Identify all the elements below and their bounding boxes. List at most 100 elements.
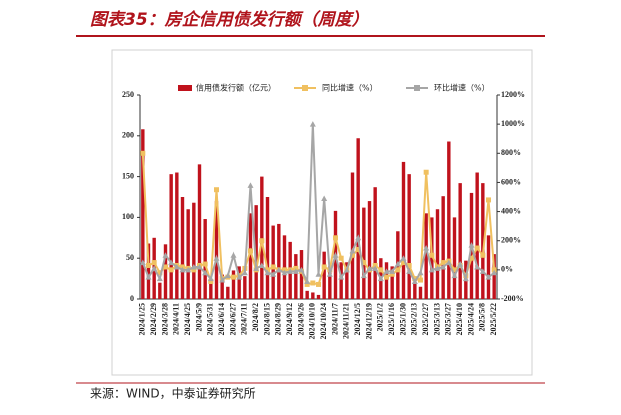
marker [377, 275, 384, 282]
marker [468, 242, 475, 248]
bar [209, 282, 213, 299]
marker [423, 245, 430, 251]
x-tick-label: 2025/3/13 [432, 303, 441, 335]
marker [361, 260, 367, 266]
x-tick-label: 2024/3/28 [160, 303, 169, 335]
marker [253, 265, 260, 271]
marker [378, 267, 384, 273]
marker [287, 268, 294, 274]
x-tick-label: 2024/11/21 [342, 303, 351, 339]
y2-tick-label: 800% [501, 148, 521, 157]
marker [196, 263, 203, 270]
bar [373, 187, 377, 299]
bar [299, 250, 304, 299]
bar [231, 270, 236, 299]
bar [328, 266, 332, 299]
marker [214, 187, 219, 193]
marker [258, 262, 265, 268]
marker [163, 264, 168, 270]
x-tick-label: 2024/12/5 [353, 303, 362, 335]
marker [350, 252, 355, 258]
marker [355, 246, 361, 252]
marker [485, 274, 492, 280]
bar [237, 266, 241, 299]
marker [202, 269, 209, 276]
legend-swatch [178, 85, 192, 91]
x-tick-label: 2024/4/25 [183, 303, 192, 335]
y-tick-label: 0 [130, 294, 134, 303]
bar [158, 282, 162, 299]
x-tick-label: 2025/2/13 [410, 303, 419, 335]
bar [180, 197, 185, 299]
marker [338, 274, 345, 280]
x-tick-label: 2025/1/16 [387, 303, 396, 335]
marker [207, 275, 214, 282]
marker [440, 260, 446, 266]
marker [191, 267, 197, 273]
bar [401, 161, 406, 299]
x-tick-label: 2025/1/30 [398, 303, 407, 335]
bar [226, 286, 230, 299]
marker [479, 268, 486, 274]
bar [220, 274, 224, 299]
marker [190, 263, 197, 270]
x-tick-label: 2025/5/22 [489, 303, 498, 335]
y-tick-label: 50 [126, 253, 134, 262]
bar [492, 254, 496, 299]
bar [271, 225, 275, 299]
marker [474, 263, 481, 270]
marker [462, 275, 469, 282]
bar [214, 201, 219, 299]
bar [452, 217, 457, 299]
bar [141, 129, 145, 299]
bar [203, 219, 207, 299]
marker [264, 269, 271, 276]
marker [259, 238, 265, 244]
bar [350, 172, 355, 299]
bar [175, 172, 179, 299]
marker [401, 260, 406, 266]
bar [305, 290, 309, 299]
x-tick-label: 2024/8/15 [262, 303, 271, 335]
marker [298, 266, 305, 273]
bar [248, 213, 253, 299]
marker [145, 274, 152, 280]
x-tick-label: 2024/9/26 [296, 303, 305, 335]
bar [294, 254, 298, 299]
marker [157, 270, 163, 276]
marker [224, 272, 231, 279]
bar [265, 197, 270, 299]
marker [389, 271, 395, 277]
marker [179, 266, 186, 273]
bar [146, 243, 151, 299]
marker [338, 255, 344, 261]
marker [231, 274, 236, 280]
bar [362, 207, 366, 299]
bar [447, 141, 451, 299]
marker [156, 275, 163, 282]
bar [356, 138, 360, 299]
marker [236, 274, 243, 280]
legend-marker [414, 85, 420, 91]
y2-tick-label: 600% [501, 177, 521, 186]
y-tick-label: 200 [122, 131, 134, 140]
marker [440, 263, 447, 270]
marker [213, 255, 220, 261]
marker [185, 266, 192, 273]
bar [481, 183, 485, 299]
marker [417, 269, 424, 276]
marker [241, 269, 248, 276]
x-tick-label: 2024/5/31 [206, 303, 215, 335]
x-tick-label: 2024/2/29 [149, 303, 158, 335]
x-tick-label: 2025/4/10 [455, 303, 464, 335]
marker [445, 259, 452, 266]
y-tick-label: 150 [122, 171, 134, 180]
x-tick-label: 2025/1/2 [376, 303, 385, 331]
marker [349, 247, 356, 254]
bar [435, 209, 440, 299]
legend-label: 同比增速（%） [322, 83, 378, 93]
marker [400, 255, 407, 261]
marker [452, 267, 457, 273]
marker [332, 252, 339, 258]
